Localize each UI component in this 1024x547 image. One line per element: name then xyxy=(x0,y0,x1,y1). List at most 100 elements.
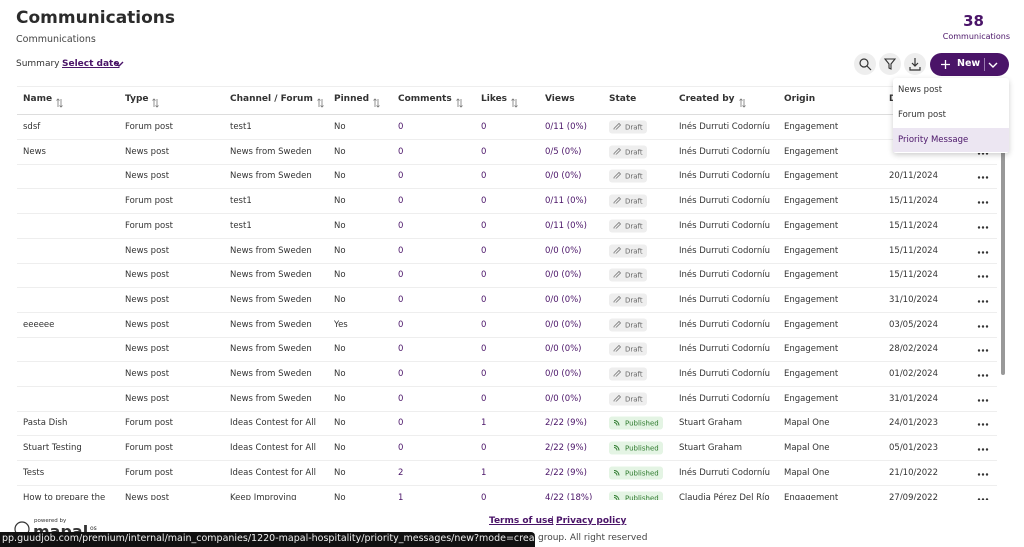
cell-10: 03/05/2024 xyxy=(889,319,938,330)
state-text: Draft xyxy=(625,321,643,330)
cell-1: News post xyxy=(125,294,170,305)
cell-3: No xyxy=(334,467,346,478)
row-menu[interactable] xyxy=(977,392,989,405)
cell-6: 2/22 (9%) xyxy=(545,443,587,454)
cell-9: Engagement xyxy=(784,492,839,501)
cell-6: 2/22 (9%) xyxy=(545,467,587,478)
column-header[interactable]: Channel / Forum xyxy=(230,94,313,104)
cell-3: No xyxy=(334,393,346,404)
privacy-link[interactable]: Privacy policy xyxy=(556,516,627,526)
row-line xyxy=(17,237,997,239)
row-menu[interactable] xyxy=(977,318,989,331)
communications-table: Name Type Channel / Forum Pinned Comments Lik… xyxy=(17,86,1009,500)
sort-icon xyxy=(456,93,463,112)
cell-6: 0/0 (0%) xyxy=(545,294,582,305)
row-menu[interactable] xyxy=(977,269,989,282)
row-line xyxy=(17,336,997,338)
cell-2: test1 xyxy=(230,220,252,231)
cell-4: 0 xyxy=(398,393,404,404)
cell-4: 0 xyxy=(398,294,404,305)
row-menu[interactable] xyxy=(977,244,989,257)
cell-1: Forum post xyxy=(125,418,174,429)
cell-8: Inés Durruti Codorníu xyxy=(679,245,771,256)
new-button[interactable]: New xyxy=(930,53,1009,76)
state-badge: Published xyxy=(609,491,663,500)
cell-0[interactable]: Pasta Dish xyxy=(23,418,68,429)
download-button[interactable] xyxy=(904,53,926,75)
cell-8: Inés Durruti Codorníu xyxy=(679,294,771,305)
column-header[interactable]: Created by xyxy=(679,94,735,104)
row-menu[interactable] xyxy=(977,491,989,500)
cell-4: 0 xyxy=(398,146,404,157)
cell-4: 0 xyxy=(398,319,404,330)
row-menu[interactable] xyxy=(977,417,989,430)
date-link[interactable]: Select date xyxy=(62,59,120,69)
row-menu[interactable] xyxy=(977,442,989,455)
row-menu[interactable] xyxy=(977,293,989,306)
column-header[interactable]: Views xyxy=(545,94,575,104)
logo-suffix: os xyxy=(90,525,97,532)
terms-link[interactable]: Terms of use xyxy=(489,516,554,526)
state-badge: Draft xyxy=(609,392,647,406)
dropdown-item[interactable]: Priority Message xyxy=(893,128,1009,152)
new-label: New xyxy=(957,58,981,69)
row-menu[interactable] xyxy=(977,170,989,183)
row-menu[interactable] xyxy=(977,466,989,479)
sort-icon xyxy=(317,93,324,112)
cell-0[interactable]: sdsf xyxy=(23,122,41,132)
cell-0[interactable]: Tests xyxy=(23,467,45,478)
cell-9: Engagement xyxy=(784,245,839,256)
cell-2: News from Sweden xyxy=(230,393,312,404)
cell-5: 0 xyxy=(481,443,487,454)
cell-6: 0/0 (0%) xyxy=(545,344,582,355)
cell-1: News post xyxy=(125,146,170,157)
cell-10: 28/02/2024 xyxy=(889,344,938,355)
state-badge: Draft xyxy=(609,318,647,332)
cell-6: 0/0 (0%) xyxy=(545,171,582,182)
scrollbar[interactable] xyxy=(1001,150,1005,375)
cell-3: No xyxy=(334,492,346,501)
cell-5: 0 xyxy=(481,270,487,281)
copyright: group. All right reserved xyxy=(538,533,648,543)
breadcrumb[interactable]: Communications xyxy=(16,34,96,45)
cell-9: Engagement xyxy=(784,270,839,281)
row-menu[interactable] xyxy=(977,195,989,208)
row-menu[interactable] xyxy=(977,343,989,356)
state-badge: Draft xyxy=(609,268,647,282)
cell-0[interactable]: How to prepare the xyxy=(23,492,106,501)
column-header[interactable]: Type xyxy=(125,94,149,104)
column-header[interactable]: Comments xyxy=(398,94,452,104)
cell-0[interactable]: News xyxy=(23,146,46,157)
cell-2: News from Sweden xyxy=(230,270,312,281)
cell-0[interactable]: Stuart Testing xyxy=(23,443,82,454)
cell-10: 20/11/2024 xyxy=(889,171,938,182)
search-button[interactable] xyxy=(854,53,876,75)
cell-3: No xyxy=(334,220,346,231)
column-header[interactable]: Pinned xyxy=(334,94,370,104)
dropdown-item[interactable]: Forum post xyxy=(898,110,947,120)
sort-icon xyxy=(739,93,746,112)
cell-9: Engagement xyxy=(784,220,839,231)
cell-1: News post xyxy=(125,270,170,281)
summary-label: Summary xyxy=(16,59,60,69)
column-header[interactable]: Name xyxy=(23,94,53,104)
cell-5: 0 xyxy=(481,245,487,256)
row-line xyxy=(17,262,997,264)
column-header[interactable]: Likes xyxy=(481,94,508,104)
row-menu[interactable] xyxy=(977,368,989,381)
cell-2: Ideas Contest for All xyxy=(230,467,316,478)
filter-button[interactable] xyxy=(879,53,901,75)
state-text: Draft xyxy=(625,296,643,305)
cell-9: Engagement xyxy=(784,146,839,157)
column-header[interactable]: Origin xyxy=(784,94,816,104)
row-menu[interactable] xyxy=(977,219,989,232)
cell-9: Engagement xyxy=(784,294,839,305)
cell-6: 0/11 (0%) xyxy=(545,196,587,207)
state-badge: Draft xyxy=(609,194,647,208)
cell-0[interactable]: eeeeee xyxy=(23,319,55,330)
cell-8: Inés Durruti Codorníu xyxy=(679,270,771,281)
column-header[interactable]: State xyxy=(609,94,637,104)
dropdown-item[interactable]: News post xyxy=(898,85,943,95)
cell-3: No xyxy=(334,196,346,207)
